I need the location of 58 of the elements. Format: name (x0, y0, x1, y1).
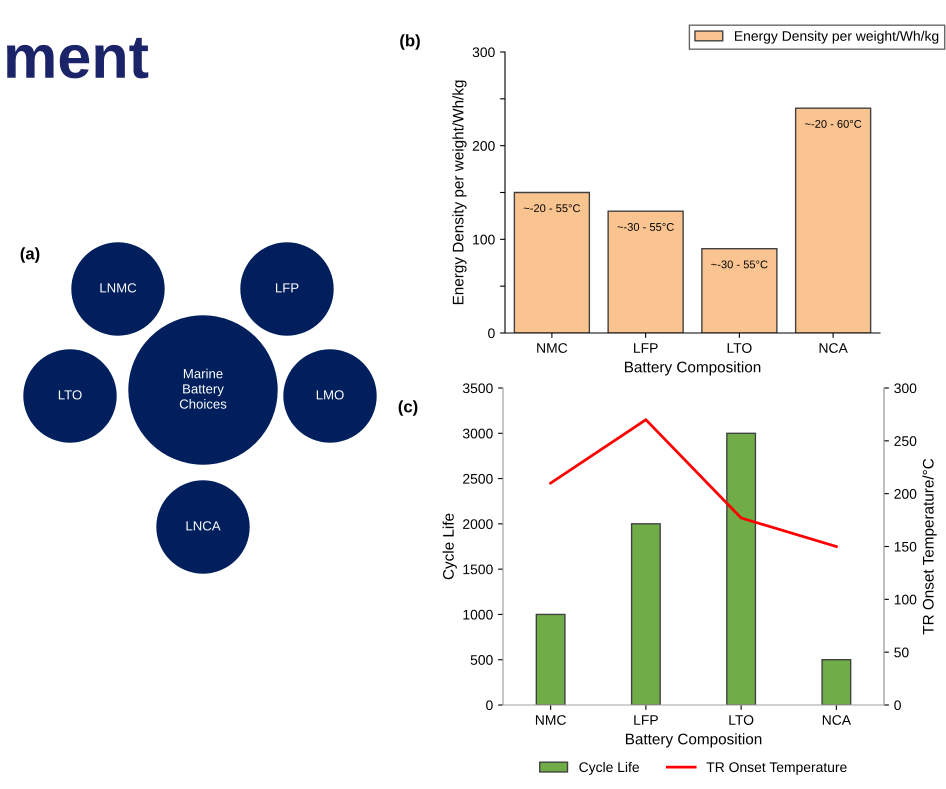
text: LFP (276, 283, 298, 292)
y2-tick-label: 200 (894, 489, 916, 499)
y2-axis-title: TR Onset Temperature/°C (922, 458, 937, 634)
legend-label: TR Onset Temperature (706, 762, 847, 775)
annotation: ~-20 - 55°C (524, 204, 580, 212)
y2-tick-label: 50 (894, 648, 909, 658)
y-tick-label: 3500 (462, 383, 493, 394)
legend-label: Energy Density per weight/Wh/kg (734, 30, 938, 44)
y-tick-label: 0 (486, 700, 493, 710)
x-tick-label: NCA (822, 715, 852, 725)
text: (a) (20, 247, 40, 263)
bar (701, 248, 778, 333)
y-tick-label: 200 (472, 141, 495, 151)
bar (821, 659, 852, 705)
y-tick-label: 100 (473, 234, 495, 245)
x-axis-title: Battery Composition (624, 361, 760, 376)
y2-tick-label: 250 (894, 436, 916, 446)
bar (630, 523, 661, 705)
text: LTO (58, 390, 82, 400)
y-tick-label: 2500 (463, 474, 493, 484)
x-tick-label: LTO (729, 715, 754, 725)
bar (726, 432, 756, 705)
annotation: ~-30 - 55°C (711, 260, 768, 268)
x-tick-label: LTO (728, 343, 752, 353)
x-tick-label: LFP (634, 343, 658, 353)
y-axis-title: Cycle Life (442, 514, 457, 580)
y2-tick-label: 300 (894, 383, 916, 394)
bar (514, 192, 590, 333)
annotation: ~-30 - 55°C (618, 223, 674, 231)
x-tick-label: LFP (634, 715, 658, 725)
y-tick-label: 300 (472, 47, 495, 58)
y-tick-label: 2000 (463, 519, 493, 530)
annotation: ~-20 - 60°C (805, 120, 862, 128)
x-tick-label: NCA (820, 343, 848, 353)
text: (b) (400, 34, 420, 50)
y2-tick-label: 100 (894, 594, 916, 605)
y-tick-label: 1500 (463, 564, 493, 574)
text: LNCA (186, 521, 221, 531)
y-tick-label: 500 (470, 655, 493, 665)
y2-tick-label: 0 (894, 700, 901, 710)
text: ment (7, 38, 148, 78)
text: LMO (316, 390, 344, 400)
x-tick-label: NMC (536, 715, 566, 725)
y2-tick-label: 150 (894, 542, 916, 552)
line-series (549, 418, 838, 548)
x-tick-label: NMC (537, 343, 568, 353)
bar (794, 108, 872, 333)
text: LNMC (100, 283, 136, 293)
legend-label: Cycle Life (579, 762, 639, 775)
y-tick-label: 3000 (462, 428, 493, 438)
y-axis-title: Energy Density per weight/Wh/kg (452, 80, 467, 304)
y-tick-label: 1000 (463, 610, 493, 620)
text: Marine Battery Choices (180, 368, 226, 409)
y-tick-label: 0 (488, 328, 495, 338)
bar (536, 614, 566, 705)
x-axis-title: Battery Composition (626, 733, 762, 748)
bar (607, 210, 684, 333)
text: (c) (398, 400, 418, 416)
